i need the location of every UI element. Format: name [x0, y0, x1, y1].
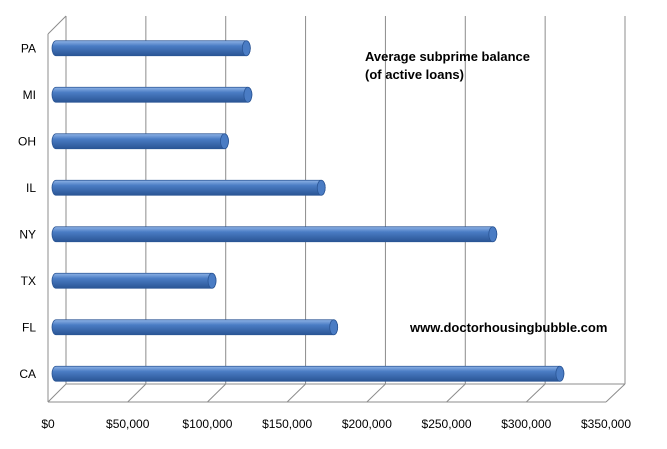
- bar-cap-OH: [220, 133, 229, 150]
- floor-gridline-5: [446, 383, 466, 403]
- bar-FL: [51, 319, 339, 336]
- side-wall-top: [47, 15, 67, 35]
- labels-layer: $0 $50,000 $100,000 $150,000 $200,000 $250,00…: [18, 41, 631, 431]
- category-label-TX: TX: [21, 274, 36, 288]
- x-tick-label-6: $300,000: [501, 417, 551, 431]
- bar-OH: [51, 133, 229, 150]
- bar-cap-FL: [329, 319, 339, 336]
- chart-title-line-1: Average subprime balance: [365, 49, 530, 64]
- x-tick-label-7: $350,000: [581, 417, 631, 431]
- category-label-NY: NY: [19, 227, 36, 241]
- bar-PA: [51, 40, 251, 57]
- floor-gridline-0: [47, 383, 67, 403]
- chart-title-line-2: (of active loans): [365, 67, 464, 82]
- category-label-MI: MI: [23, 88, 36, 102]
- bar-IL: [51, 179, 326, 196]
- bar-cap-IL: [316, 179, 326, 196]
- category-label-PA: PA: [21, 41, 36, 55]
- grid-layer: [47, 15, 626, 403]
- category-label-OH: OH: [18, 134, 36, 148]
- bar-TX: [51, 272, 217, 289]
- category-label-FL: FL: [22, 320, 36, 334]
- floor-gridline-1: [127, 383, 147, 403]
- x-tick-label-5: $250,000: [422, 417, 472, 431]
- x-tick-label-0: $0: [41, 417, 55, 431]
- bar-cap-TX: [207, 272, 217, 289]
- floor-gridline-2: [207, 383, 227, 403]
- bar-cap-PA: [241, 40, 251, 57]
- bars-layer: [51, 40, 565, 382]
- bar-cap-NY: [488, 226, 498, 243]
- bar-NY: [51, 226, 498, 243]
- x-tick-label-4: $200,000: [342, 417, 392, 431]
- category-label-IL: IL: [26, 181, 36, 195]
- bar-cap-CA: [555, 365, 565, 382]
- floor-gridline-3: [286, 383, 306, 403]
- bar-CA: [51, 365, 565, 382]
- floor-gridline-6: [525, 383, 546, 403]
- bar-MI: [51, 86, 253, 103]
- category-label-CA: CA: [19, 367, 36, 381]
- x-tick-label-3: $150,000: [262, 417, 312, 431]
- bar-cap-MI: [243, 86, 253, 103]
- watermark-annotation: www.doctorhousingbubble.com: [409, 320, 607, 335]
- x-tick-label-1: $50,000: [106, 417, 150, 431]
- floor-gridline-7: [605, 383, 626, 403]
- x-tick-label-2: $100,000: [182, 417, 232, 431]
- floor-gridline-4: [366, 383, 386, 403]
